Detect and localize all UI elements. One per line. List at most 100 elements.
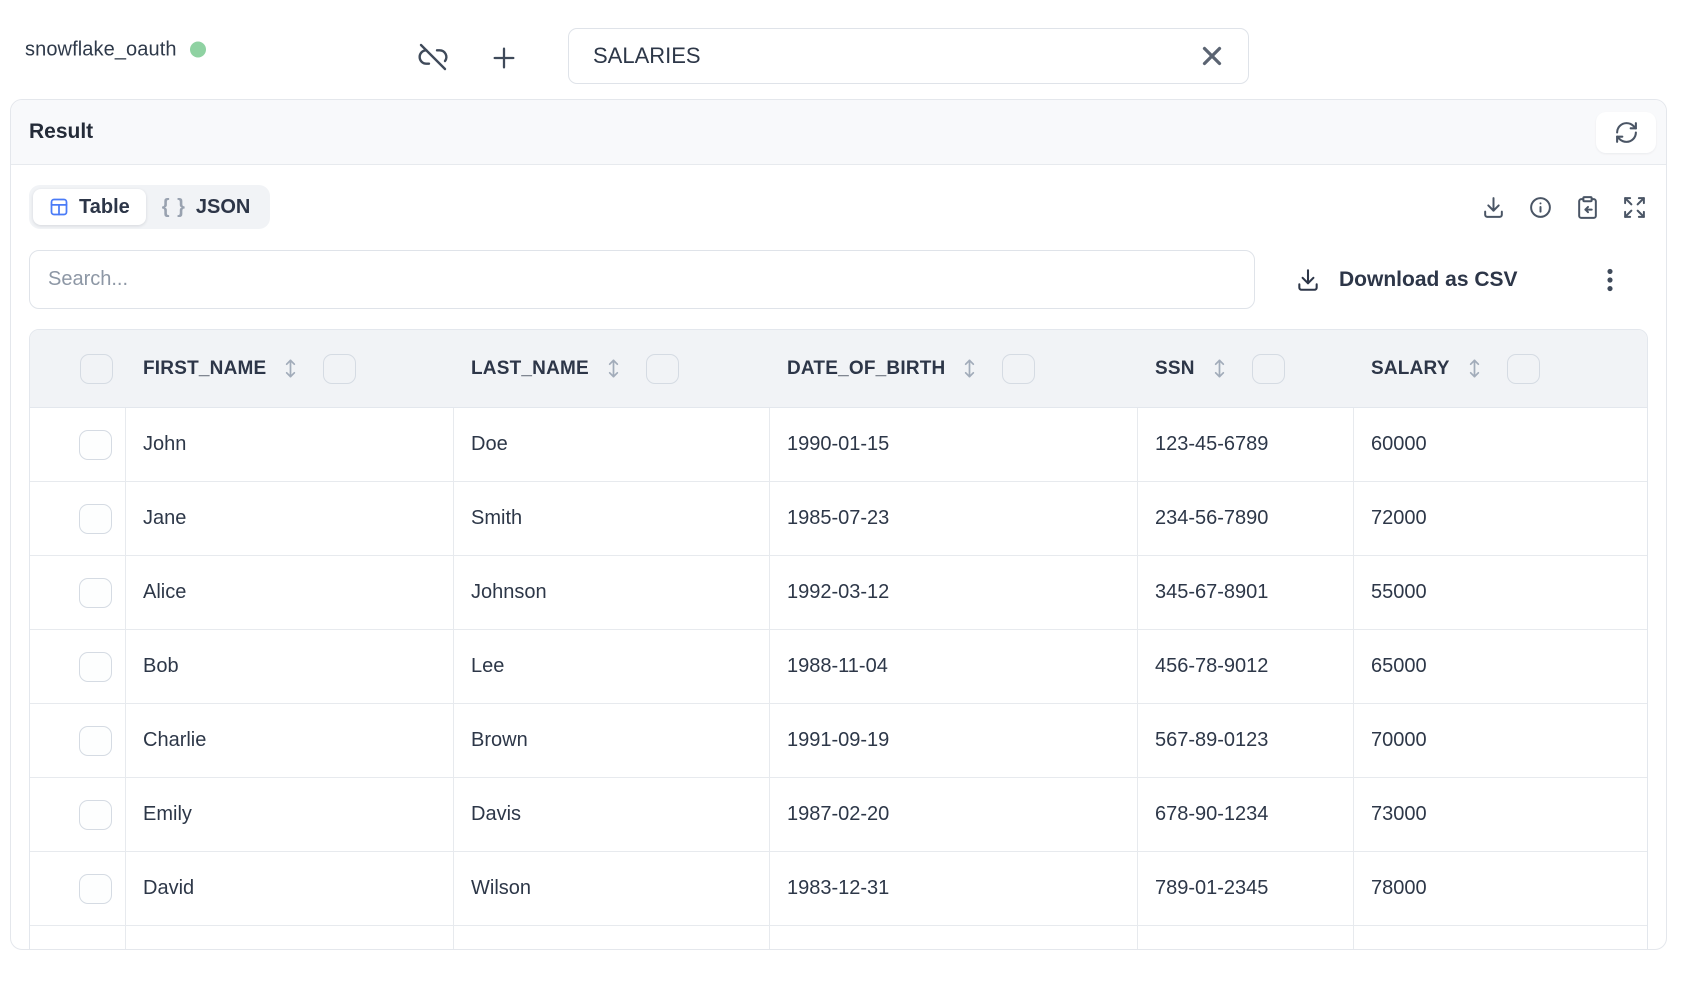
cell-value: 789-01-2345 — [1155, 877, 1269, 899]
table-cell: 1990-01-15 — [770, 408, 1138, 481]
json-braces-icon: { } — [161, 195, 186, 218]
row-checkbox[interactable] — [79, 725, 112, 756]
search-row: Download as CSV — [29, 250, 1648, 309]
table-cell: 60000 — [1354, 408, 1647, 481]
row-select-cell — [30, 778, 126, 851]
refresh-button[interactable] — [1596, 111, 1656, 153]
copy-to-clipboard-button[interactable] — [1575, 195, 1600, 220]
download-csv-button[interactable]: Download as CSV — [1295, 267, 1518, 293]
cell-value: Charlie — [143, 729, 207, 751]
row-checkbox[interactable] — [79, 799, 112, 830]
table-row — [30, 926, 1647, 949]
row-select-cell — [30, 630, 126, 703]
cell-value: 65000 — [1371, 655, 1427, 677]
cell-value: Johnson — [471, 581, 547, 603]
table-name-input[interactable] — [568, 28, 1249, 84]
row-select-cell — [30, 926, 126, 949]
unlink-icon-button[interactable] — [417, 41, 449, 73]
info-icon — [1528, 195, 1553, 220]
select-all-checkbox[interactable] — [80, 353, 113, 384]
info-button[interactable] — [1528, 195, 1553, 220]
download-result-button[interactable] — [1481, 195, 1506, 220]
cell-value: Emily — [143, 803, 192, 825]
kebab-icon — [1597, 265, 1623, 295]
tab-json-label: JSON — [195, 195, 251, 218]
expand-fullscreen-button[interactable] — [1622, 195, 1647, 220]
header-cell: SALARY — [1354, 330, 1647, 407]
row-checkbox[interactable] — [79, 503, 112, 534]
result-panel: Result — [10, 99, 1667, 950]
column-label: SALARY — [1371, 357, 1450, 379]
column-checkbox[interactable] — [323, 353, 357, 384]
column-checkbox[interactable] — [1002, 353, 1036, 384]
table-cell: 65000 — [1354, 630, 1647, 703]
table-cell: Johnson — [454, 556, 770, 629]
row-select-cell — [30, 482, 126, 555]
sort-icon[interactable] — [605, 357, 622, 380]
row-checkbox[interactable] — [79, 651, 112, 682]
table-cell: 1983-12-31 — [770, 852, 1138, 925]
table-cell — [1354, 926, 1647, 949]
cell-value: 60000 — [1371, 433, 1427, 455]
table-row: David Wilson 1983-12-31 789-01-2345 7800… — [30, 852, 1647, 926]
column-checkbox[interactable] — [1506, 353, 1540, 384]
result-table: FIRST_NAME LAST_NAME DATE_OF_BIRTH SSN — [29, 329, 1648, 949]
sort-icon[interactable] — [1211, 357, 1228, 380]
row-select-cell — [30, 852, 126, 925]
table-cell: 567-89-0123 — [1138, 704, 1354, 777]
cell-value: 73000 — [1371, 803, 1427, 825]
connection-name: snowflake_oauth — [25, 38, 177, 60]
table-cell: Davis — [454, 778, 770, 851]
table-cell: 70000 — [1354, 704, 1647, 777]
sort-icon[interactable] — [282, 357, 299, 380]
cell-value: John — [143, 433, 187, 455]
cell-value: Alice — [143, 581, 187, 603]
table-row: Bob Lee 1988-11-04 456-78-9012 65000 — [30, 630, 1647, 704]
table-header-row: FIRST_NAME LAST_NAME DATE_OF_BIRTH SSN — [30, 330, 1647, 408]
column-checkbox[interactable] — [1251, 353, 1285, 384]
more-options-button[interactable] — [1597, 265, 1623, 295]
sort-icon[interactable] — [961, 357, 978, 380]
tab-table-label: Table — [79, 195, 130, 218]
column-label: LAST_NAME — [471, 357, 589, 379]
table-cell — [126, 926, 454, 949]
table-cell: Alice — [126, 556, 454, 629]
clear-input-button[interactable] — [1197, 41, 1227, 71]
table-cell — [770, 926, 1138, 949]
download-icon — [1295, 267, 1321, 293]
panel-title: Result — [29, 120, 94, 143]
table-cell: 55000 — [1354, 556, 1647, 629]
table-grid-icon — [49, 197, 69, 217]
cell-value: Brown — [471, 729, 528, 751]
clear-x-icon — [1197, 41, 1227, 71]
cell-value: 1987-02-20 — [787, 803, 890, 825]
table-row: Jane Smith 1985-07-23 234-56-7890 72000 — [30, 482, 1647, 556]
table-row: John Doe 1990-01-15 123-45-6789 60000 — [30, 408, 1647, 482]
header-cell: FIRST_NAME — [126, 330, 454, 407]
cell-value: 1983-12-31 — [787, 877, 890, 899]
header-cell: DATE_OF_BIRTH — [770, 330, 1138, 407]
row-checkbox[interactable] — [79, 873, 112, 904]
table-name-field — [568, 28, 1249, 84]
row-checkbox[interactable] — [79, 429, 112, 460]
row-select-cell — [30, 704, 126, 777]
table-row: Emily Davis 1987-02-20 678-90-1234 73000 — [30, 778, 1647, 852]
table-cell: 1991-09-19 — [770, 704, 1138, 777]
table-cell: Brown — [454, 704, 770, 777]
select-all-cell — [30, 330, 126, 407]
table-cell — [1138, 926, 1354, 949]
sort-icon[interactable] — [1466, 357, 1483, 380]
result-header: Result — [11, 100, 1666, 165]
table-cell: 1988-11-04 — [770, 630, 1138, 703]
cell-value: 567-89-0123 — [1155, 729, 1269, 751]
add-icon-button[interactable] — [488, 42, 520, 74]
table-cell: 789-01-2345 — [1138, 852, 1354, 925]
tab-table[interactable]: Table — [33, 189, 146, 225]
table-cell: Charlie — [126, 704, 454, 777]
plus-icon — [488, 42, 520, 74]
search-input[interactable] — [29, 250, 1255, 309]
row-checkbox[interactable] — [79, 577, 112, 608]
tab-json[interactable]: { } JSON — [146, 189, 267, 225]
column-checkbox[interactable] — [645, 353, 679, 384]
table-cell: 456-78-9012 — [1138, 630, 1354, 703]
